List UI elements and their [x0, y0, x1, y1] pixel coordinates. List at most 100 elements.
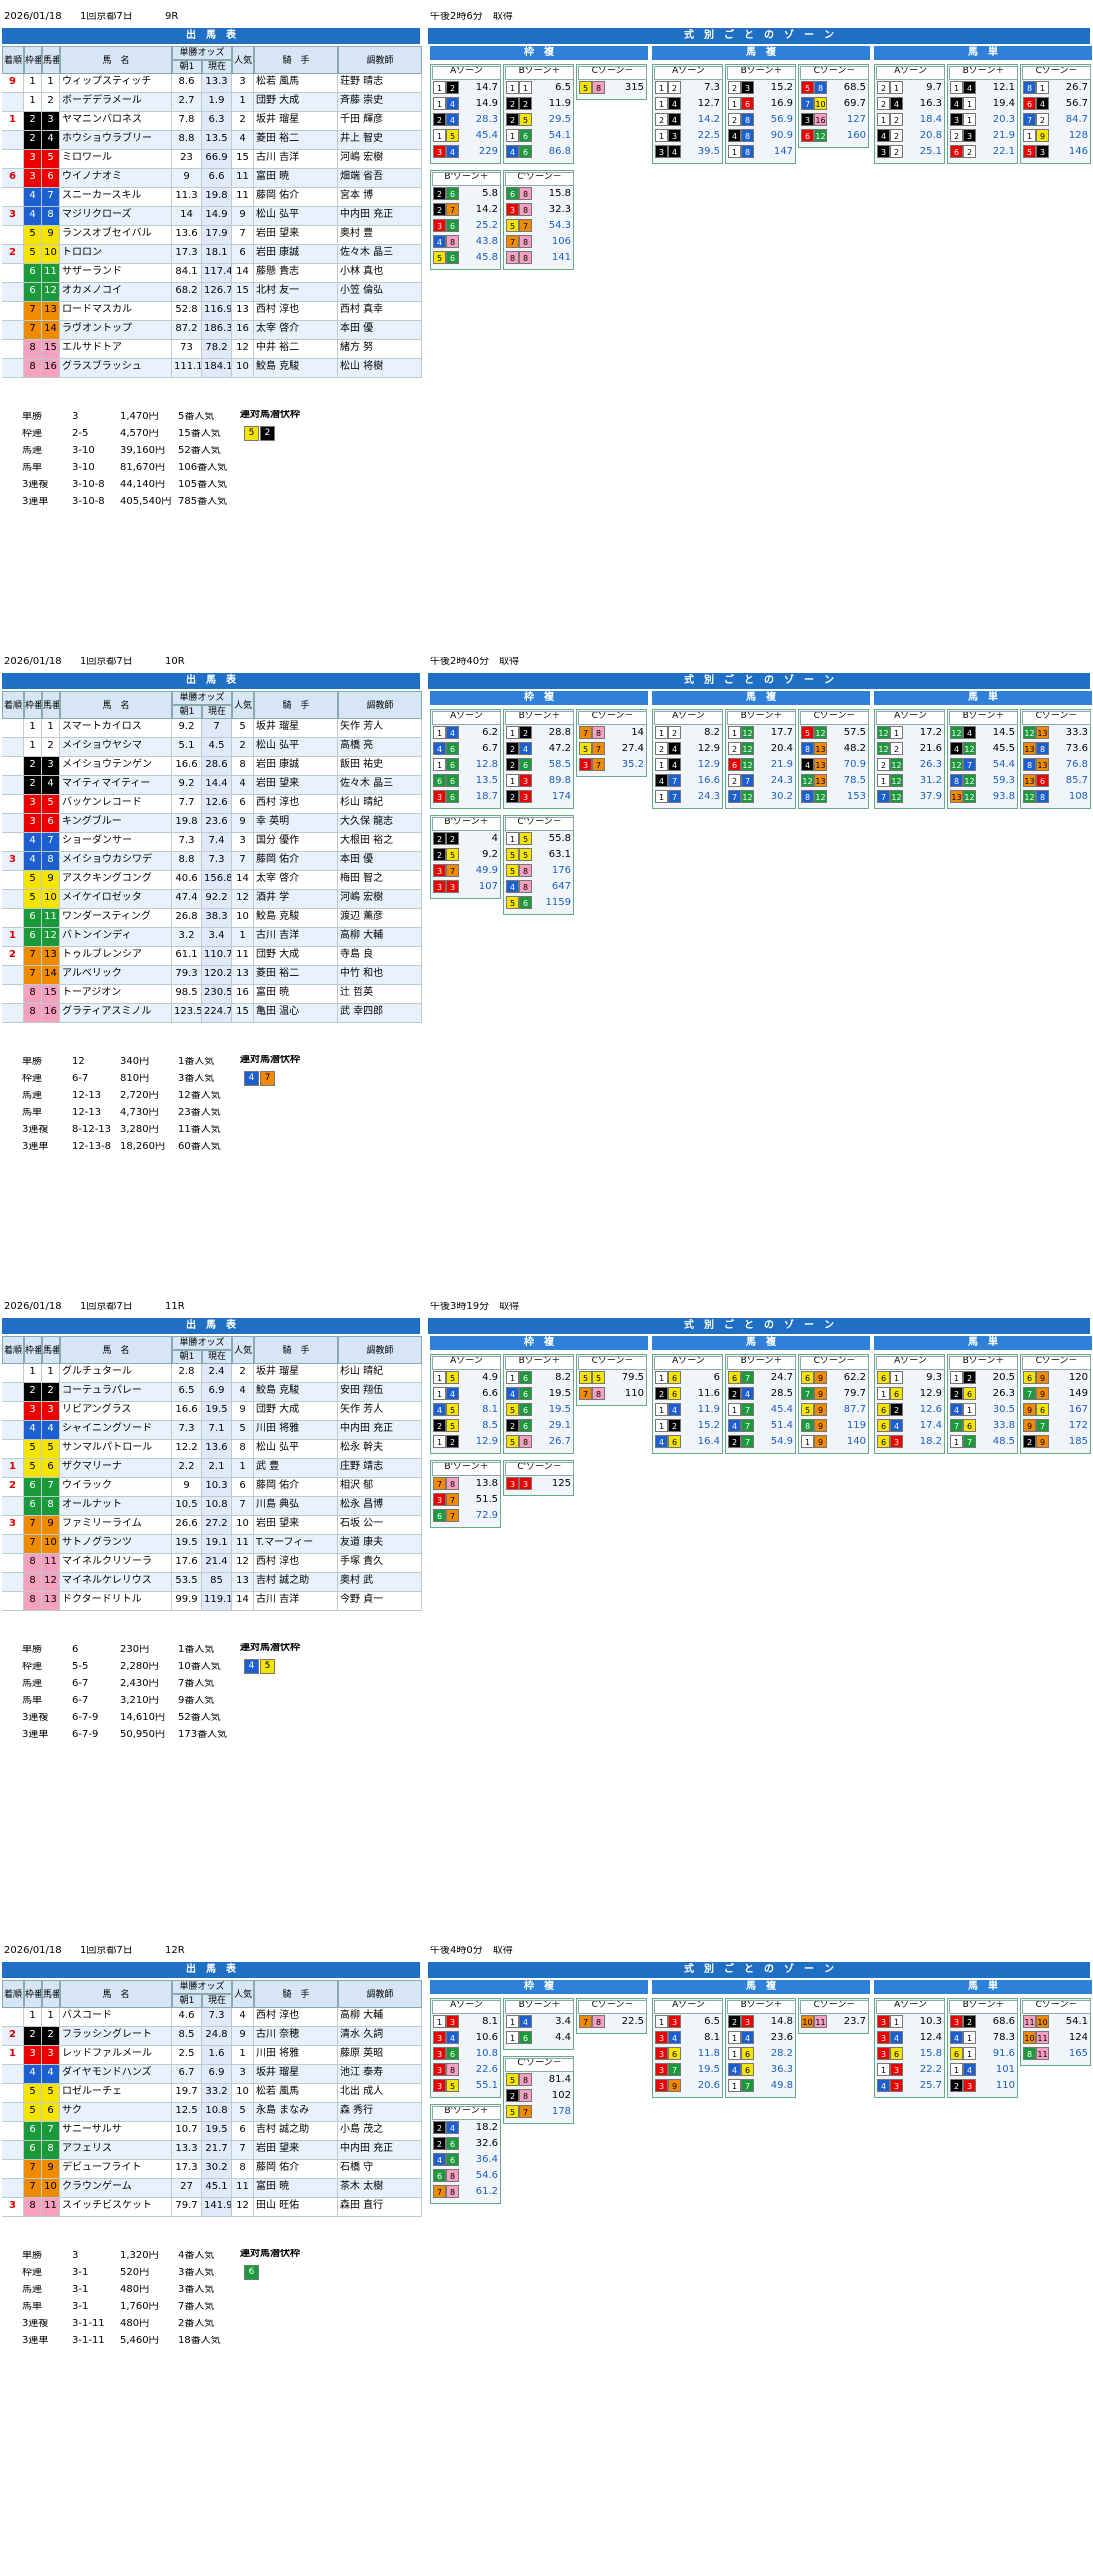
- payout-amount: 3,210円: [120, 1696, 180, 1711]
- combo-number: 8: [519, 203, 532, 216]
- horse-number: 2: [42, 738, 60, 757]
- column-header: 現在: [202, 60, 232, 74]
- horse-number: 4: [42, 1421, 60, 1440]
- zone-name: B'ゾーン＋: [432, 1462, 501, 1476]
- morning-odds: 19.7: [172, 2084, 202, 2103]
- horse-name: レッドファルメール: [60, 2046, 172, 2065]
- combo-number: 7: [592, 758, 605, 771]
- zone-odds: 8.2: [686, 728, 720, 741]
- zone-odds: 26.3: [981, 1389, 1015, 1402]
- combo: 1-616: [506, 2031, 536, 2045]
- jockey: 松若 風馬: [254, 2084, 338, 2103]
- combo-number: 6: [1036, 774, 1049, 787]
- combo-number: 3: [877, 145, 890, 158]
- combo-number: 3: [655, 2047, 668, 2060]
- combo-number: 2: [728, 774, 741, 787]
- horse-name: ロゼルーチェ: [60, 2084, 172, 2103]
- popularity: 16: [232, 985, 254, 1004]
- zone-odds: 12.9: [908, 1389, 942, 1402]
- zone-odds: 18.2: [908, 1437, 942, 1450]
- combo: 5-858: [506, 2073, 536, 2087]
- zone-odds: 79.5: [610, 1373, 644, 1386]
- frame: 1: [24, 93, 42, 112]
- current-odds: 13.5: [202, 131, 232, 150]
- combo: 4-848: [506, 880, 536, 894]
- current-odds: 156.8: [202, 871, 232, 890]
- combo: 7-878: [579, 1387, 609, 1401]
- popularity: 8: [232, 757, 254, 776]
- morning-odds: 10.5: [172, 1497, 202, 1516]
- zone-odds: 178: [537, 2107, 571, 2120]
- combo-number: 1: [950, 1371, 963, 1384]
- payout-popularity: 18番人気: [178, 2336, 240, 2351]
- combo-number: 12: [801, 774, 814, 787]
- horse-number: 6: [42, 169, 60, 188]
- combo-number: 1: [506, 832, 519, 845]
- combo-number: 9: [668, 2079, 681, 2092]
- trainer: 渡辺 薫彦: [338, 909, 422, 928]
- horse-name: ワンダースティング: [60, 909, 172, 928]
- horse-name: ファミリーライム: [60, 1516, 172, 1535]
- combo-number: 4: [741, 2031, 754, 2044]
- race-date: 2026/01/18: [4, 12, 74, 26]
- combo-number: 2: [506, 1419, 519, 1432]
- finish: [2, 2008, 24, 2027]
- frame: 8: [24, 1592, 42, 1611]
- combo-number: 4: [890, 1419, 903, 1432]
- finish: [2, 1440, 24, 1459]
- combo-number: 4: [506, 1387, 519, 1400]
- zone-name: Cゾーン－: [1022, 711, 1091, 725]
- combo: 1-919: [1023, 129, 1053, 143]
- horse-name: フラッシングレート: [60, 2027, 172, 2046]
- combo: 2-424: [506, 742, 536, 756]
- column-header: 朝1: [172, 60, 202, 74]
- trainer: 梅田 智之: [338, 871, 422, 890]
- combo-number: 4: [963, 726, 976, 739]
- combo-number: 1: [728, 2031, 741, 2044]
- combo: 1-515: [506, 832, 536, 846]
- zone-name: Bゾーン＋: [949, 711, 1018, 725]
- frame: 7: [24, 321, 42, 340]
- payout-type: 枠連: [22, 2268, 70, 2283]
- combo-number: 7: [506, 235, 519, 248]
- popularity: 16: [232, 321, 254, 340]
- combo-number: 5: [579, 1371, 592, 1384]
- zone-odds: 25.2: [464, 221, 498, 234]
- finish: 3: [2, 2198, 24, 2217]
- finish: 3: [2, 852, 24, 871]
- zone-name: Aゾーン: [876, 2000, 945, 2014]
- combo: 2-222: [506, 97, 536, 111]
- frame: 7: [24, 2179, 42, 2198]
- combo-number: 6: [446, 251, 459, 264]
- combo-number: 6: [1036, 1403, 1049, 1416]
- combo-number: 8: [519, 235, 532, 248]
- combo-number: 8: [741, 145, 754, 158]
- current-odds: 24.8: [202, 2027, 232, 2046]
- frame: 7: [24, 966, 42, 985]
- combo-number: 8: [1036, 742, 1049, 755]
- combo-number: 4: [433, 235, 446, 248]
- zone-odds: 49.8: [759, 2081, 793, 2094]
- combo-number: 3: [890, 2079, 903, 2092]
- combo-number: 3: [519, 1477, 532, 1490]
- combo-number: 3: [519, 774, 532, 787]
- column-header: 馬番: [42, 1336, 60, 1364]
- combo-number: 6: [506, 187, 519, 200]
- zone-odds: 18.4: [908, 115, 942, 128]
- combo-number: 1: [506, 2031, 519, 2044]
- combo-number: 5: [519, 113, 532, 126]
- combo-number: 5: [506, 1435, 519, 1448]
- zone-odds: 68.6: [981, 2017, 1015, 2030]
- horse-name: リビアングラス: [60, 1402, 172, 1421]
- horse-number: 4: [42, 131, 60, 150]
- finish: [2, 264, 24, 283]
- combo: 1-414: [950, 81, 980, 95]
- trainer: 井上 智史: [338, 131, 422, 150]
- combo-number: 4: [655, 1435, 668, 1448]
- combo: 3-333: [433, 880, 463, 894]
- finish: [2, 2160, 24, 2179]
- combo-number: 9: [1036, 1435, 1049, 1448]
- finish: [2, 966, 24, 985]
- combo: 5-656: [506, 1403, 536, 1417]
- combo-number: 1: [655, 1403, 668, 1416]
